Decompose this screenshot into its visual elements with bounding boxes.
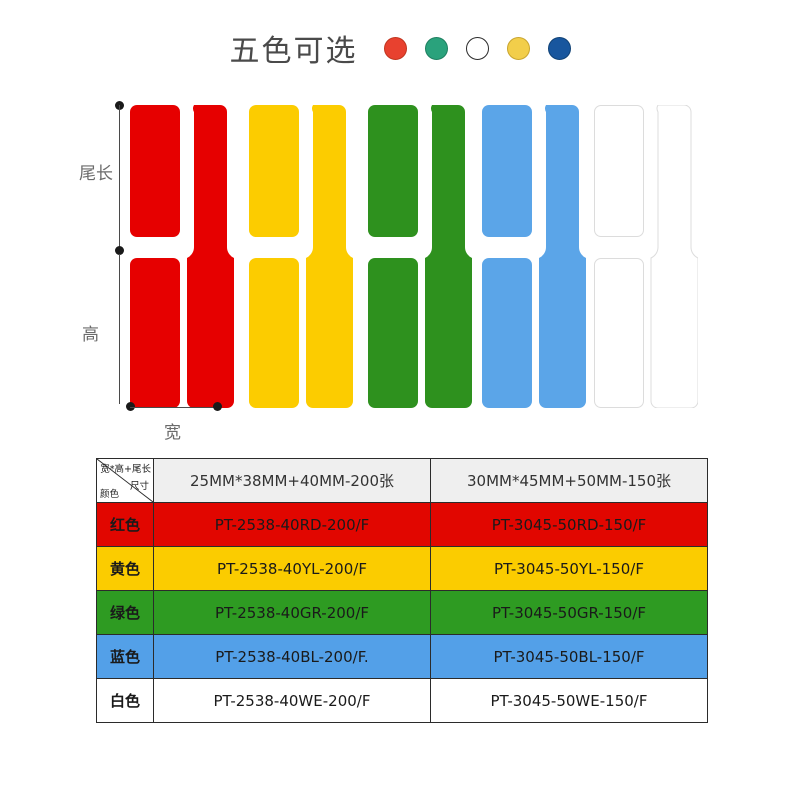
corner-label-color: 颜色 (100, 489, 120, 500)
width-right-dot (213, 402, 222, 411)
row-color-name-1: 黄色 (96, 546, 154, 591)
color-swatch-row (383, 36, 571, 60)
label-piece-body-yellow (249, 258, 299, 408)
tail-length-line (119, 105, 120, 250)
width-left-dot (126, 402, 135, 411)
table-header-cell-2: 30MM*45MM+50MM-150张 (430, 458, 708, 503)
label-group-yellow (249, 88, 361, 418)
table-corner-cell: 宽*高+尾长尺寸 颜色 (96, 458, 154, 503)
height-label: 高 (82, 325, 99, 345)
spec-table-body: 宽*高+尾长 尺寸 颜色 25MM*38MM+40MM-200张 30MM*45MM+5… (96, 458, 708, 723)
row-3-part-number-0: PT-2538-40BL-200/F. (153, 634, 431, 679)
row-color-name-0: 红色 (96, 502, 154, 547)
table-row: 白色 PT-2538-40WE-200/F PT-3045-50WE-150/F (96, 678, 708, 723)
label-piece-body-white (594, 258, 644, 408)
label-piece-tail-red (130, 105, 180, 237)
color-swatch-green[interactable] (424, 36, 448, 60)
table-row: 绿色 PT-2538-40GR-200/F PT-3045-50GR-150/F (96, 590, 708, 635)
color-swatch-red[interactable] (383, 36, 407, 60)
label-piece-body-red (130, 258, 180, 408)
label-diagram (0, 88, 800, 438)
label-piece-body-blue (482, 258, 532, 408)
page-header: 五色可选 (0, 20, 800, 76)
row-0-part-number-0: PT-2538-40RD-200/F (153, 502, 431, 547)
label-piece-tail-blue (482, 105, 532, 237)
label-flag-blue (534, 105, 586, 408)
label-group-red (130, 88, 242, 418)
corner-label-dims: 宽*高+尾长 (100, 464, 151, 475)
width-line (130, 407, 218, 408)
specification-table: 宽*高+尾长 尺寸 颜色 25MM*38MM+40MM-200张 30MM*45MM+5… (96, 458, 708, 723)
page-title: 五色可选 (229, 34, 358, 69)
label-group-white (594, 88, 706, 418)
row-color-name-2: 绿色 (96, 590, 154, 635)
row-2-part-number-1: PT-3045-50GR-150/F (430, 590, 708, 635)
label-group-blue (482, 88, 594, 418)
table-row: 蓝色 PT-2538-40BL-200/F. PT-3045-50BL-150/F (96, 634, 708, 679)
dimension-annotations: 尾长 高 宽 (0, 88, 800, 443)
label-flag-red (182, 105, 234, 408)
tail-length-label: 尾长 (79, 164, 113, 184)
color-swatch-blue[interactable] (547, 36, 571, 60)
row-4-part-number-1: PT-3045-50WE-150/F (430, 678, 708, 723)
row-1-part-number-1: PT-3045-50YL-150/F (430, 546, 708, 591)
label-group-green (368, 88, 480, 418)
height-line (119, 254, 120, 404)
color-swatch-yellow[interactable] (506, 36, 530, 60)
table-header-cell-1: 25MM*38MM+40MM-200张 (153, 458, 431, 503)
label-piece-tail-green (368, 105, 418, 237)
label-piece-tail-white (594, 105, 644, 237)
tail-length-bottom-dot (115, 246, 124, 255)
row-4-part-number-0: PT-2538-40WE-200/F (153, 678, 431, 723)
table-row: 黄色 PT-2538-40YL-200/F PT-3045-50YL-150/F (96, 546, 708, 591)
width-label: 宽 (164, 423, 181, 443)
label-piece-body-green (368, 258, 418, 408)
label-piece-tail-yellow (249, 105, 299, 237)
label-flag-yellow (301, 105, 353, 408)
row-0-part-number-1: PT-3045-50RD-150/F (430, 502, 708, 547)
row-2-part-number-0: PT-2538-40GR-200/F (153, 590, 431, 635)
row-color-name-4: 白色 (96, 678, 154, 723)
label-flag-green (420, 105, 472, 408)
row-3-part-number-1: PT-3045-50BL-150/F (430, 634, 708, 679)
table-row: 红色 PT-2538-40RD-200/F PT-3045-50RD-150/F (96, 502, 708, 547)
row-color-name-3: 蓝色 (96, 634, 154, 679)
corner-label-size: 尺寸 (129, 481, 149, 492)
row-1-part-number-0: PT-2538-40YL-200/F (153, 546, 431, 591)
table-header-row: 宽*高+尾长 尺寸 颜色 25MM*38MM+40MM-200张 30MM*45MM+5… (96, 458, 708, 503)
color-swatch-white[interactable] (465, 36, 489, 60)
